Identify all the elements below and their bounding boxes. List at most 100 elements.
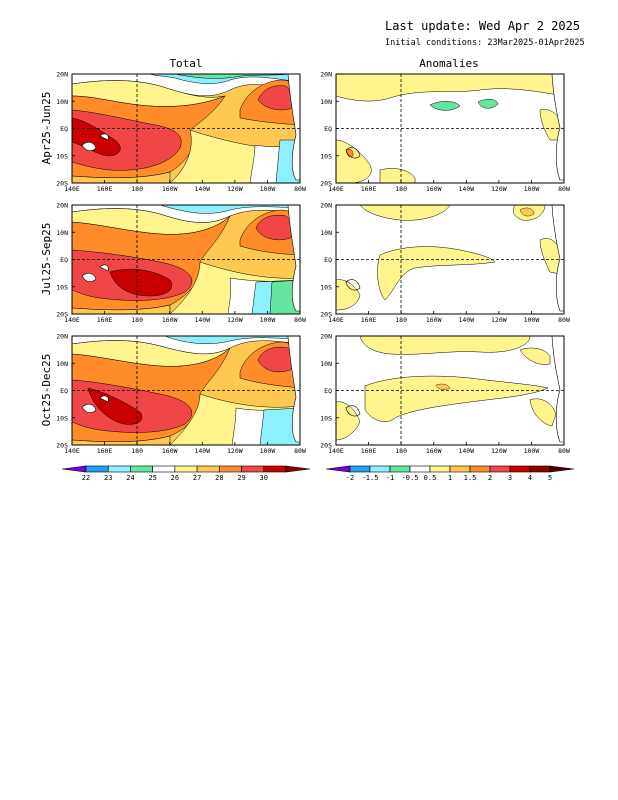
lon-tick-label: 80W — [558, 316, 570, 324]
colorbar-segment — [241, 465, 265, 473]
lon-tick-label: 120W — [491, 316, 507, 324]
colorbar-label: -1 — [386, 474, 394, 482]
colorbar-label: 29 — [237, 474, 245, 482]
row-title-3: Oct25-Dec25 — [40, 354, 53, 427]
lon-tick-label: 100W — [260, 316, 276, 324]
lat-tick-label: EQ — [324, 256, 332, 264]
lon-tick-label: 160E — [97, 185, 113, 193]
colorbar-label: 24 — [126, 474, 134, 482]
colorbar-label: 25 — [148, 474, 156, 482]
colorbar-label: -0.5 — [402, 474, 419, 482]
colorbar-label: 28 — [215, 474, 223, 482]
lon-tick-label: 160W — [162, 447, 178, 455]
total-colorbar: 22 23 24 25 26 27 28 29 30 — [61, 465, 311, 482]
lat-tick-label: 10N — [320, 229, 332, 237]
lon-tick-label: 160E — [97, 447, 113, 455]
lon-tick-label: 80W — [294, 316, 306, 324]
lon-tick-label: 180 — [131, 316, 143, 324]
lon-tick-label: 140E — [328, 447, 344, 455]
lat-tick-label: 20N — [320, 333, 332, 341]
colorbar-label: 4 — [528, 474, 532, 482]
lat-tick-label: 20N — [320, 71, 332, 79]
lon-tick-label: 100W — [524, 185, 540, 193]
lon-tick-label: 80W — [294, 185, 306, 193]
lon-tick-label: 140E — [328, 185, 344, 193]
lon-tick-label: 140W — [458, 447, 474, 455]
lat-tick-label: 10N — [56, 229, 68, 237]
colorbar-label: -1.5 — [362, 474, 379, 482]
total-map-row2 — [71, 204, 301, 315]
lat-tick-label: 10S — [56, 414, 68, 422]
lon-tick-label: 160E — [97, 316, 113, 324]
lon-tick-label: 100W — [260, 447, 276, 455]
anomaly-colorbar: -2 -1.5 -1 -0.5 0.5 1 1.5 2 3 4 5 — [325, 465, 575, 482]
colorbar-segment — [489, 465, 511, 473]
lon-tick-label: 140W — [194, 447, 210, 455]
colorbar-label: 0.5 — [424, 474, 437, 482]
colorbar-label: 27 — [193, 474, 201, 482]
lat-tick-label: 10N — [56, 98, 68, 106]
lon-tick-label: 160E — [361, 316, 377, 324]
lon-tick-label: 120W — [491, 447, 507, 455]
lon-tick-label: 140E — [64, 316, 80, 324]
lon-tick-label: 160W — [162, 316, 178, 324]
colorbar-segment — [449, 465, 471, 473]
colorbar-segment — [369, 465, 391, 473]
lon-tick-label: 180 — [395, 447, 407, 455]
lat-tick-label: 20N — [56, 333, 68, 341]
total-map-row1 — [71, 73, 301, 184]
colorbar-segment — [429, 465, 451, 473]
total-map-row3 — [71, 335, 301, 446]
lon-tick-label: 160E — [361, 185, 377, 193]
lon-tick-label: 140W — [458, 185, 474, 193]
lat-tick-label: 10S — [320, 283, 332, 291]
colorbar-segment — [107, 465, 131, 473]
lat-tick-label: 20N — [56, 202, 68, 210]
colorbar-segment — [130, 465, 153, 473]
lon-tick-label: 140W — [194, 185, 210, 193]
lon-tick-label: 160E — [361, 447, 377, 455]
colorbar-segment — [469, 465, 491, 473]
lat-tick-label: 10S — [56, 283, 68, 291]
lon-tick-label: 160W — [426, 185, 442, 193]
colorbar-segment — [349, 465, 371, 473]
lon-tick-label: 100W — [524, 447, 540, 455]
lat-tick-label: 20S — [320, 442, 332, 450]
colorbar-segment — [61, 465, 87, 473]
colorbar-segment — [389, 465, 411, 473]
lon-tick-label: 140W — [458, 316, 474, 324]
colorbar-label: 30 — [260, 474, 268, 482]
lat-tick-label: EQ — [324, 125, 332, 133]
total-column-title: Total — [169, 57, 202, 70]
lon-tick-label: 120W — [227, 316, 243, 324]
lon-tick-label: 180 — [395, 185, 407, 193]
lat-tick-label: 20S — [56, 442, 68, 450]
lat-tick-label: EQ — [60, 125, 68, 133]
lat-tick-label: 10N — [320, 360, 332, 368]
anomaly-map-row3 — [335, 335, 565, 446]
lat-tick-label: 20N — [320, 202, 332, 210]
lon-tick-label: 80W — [558, 447, 570, 455]
anomaly-map-row2 — [335, 204, 565, 315]
lon-tick-label: 140E — [328, 316, 344, 324]
row-title-1: Apr25-Jun25 — [40, 92, 53, 165]
lat-tick-label: 10S — [320, 414, 332, 422]
lon-tick-label: 140E — [64, 447, 80, 455]
lon-tick-label: 140E — [64, 185, 80, 193]
last-update-text: Last update: Wed Apr 2 2025 — [385, 19, 580, 33]
lat-tick-label: 20S — [320, 311, 332, 319]
lon-tick-label: 120W — [227, 447, 243, 455]
lat-tick-label: 10S — [320, 152, 332, 160]
colorbar-label: 23 — [104, 474, 112, 482]
lon-tick-label: 140W — [194, 316, 210, 324]
colorbar-label: 1.5 — [464, 474, 477, 482]
lon-tick-label: 100W — [524, 316, 540, 324]
lat-tick-label: 20S — [56, 311, 68, 319]
lon-tick-label: 160W — [162, 185, 178, 193]
colorbar-label: 22 — [82, 474, 90, 482]
colorbar-segment — [85, 465, 109, 473]
colorbar-segment — [529, 465, 551, 473]
lat-tick-label: EQ — [60, 387, 68, 395]
colorbar-segment — [263, 465, 287, 473]
